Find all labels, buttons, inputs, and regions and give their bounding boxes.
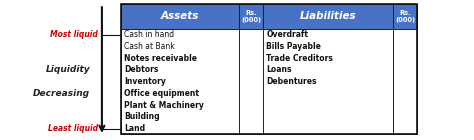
Text: Least liquid: Least liquid [48, 124, 98, 133]
Bar [263, 29, 393, 134]
Text: Plant & Machinery: Plant & Machinery [124, 101, 204, 109]
Text: Land: Land [124, 124, 146, 133]
Text: Liabilities: Liabilities [300, 11, 356, 21]
Text: Debentures: Debentures [266, 77, 317, 86]
Text: Assets: Assets [161, 11, 199, 21]
Text: Loans: Loans [266, 65, 292, 74]
Text: Bills Payable: Bills Payable [266, 42, 321, 51]
Text: Cash at Bank: Cash at Bank [124, 42, 175, 51]
Bar [393, 4, 417, 29]
Bar [263, 4, 393, 29]
Text: Liquidity: Liquidity [46, 65, 90, 74]
Text: Building: Building [124, 112, 160, 121]
Text: Most liquid: Most liquid [50, 30, 98, 39]
Bar [239, 4, 263, 29]
Text: Overdraft: Overdraft [266, 30, 309, 39]
Text: Debtors: Debtors [124, 65, 159, 74]
Text: Notes receivable: Notes receivable [124, 54, 197, 63]
Text: Trade Creditors: Trade Creditors [266, 54, 333, 63]
Text: Rs.
(000): Rs. (000) [241, 10, 261, 23]
Bar [121, 4, 239, 29]
Text: Inventory: Inventory [124, 77, 166, 86]
Bar [121, 4, 417, 134]
Text: Office equipment: Office equipment [124, 89, 199, 98]
Text: Decreasing: Decreasing [33, 89, 90, 98]
Bar [121, 29, 239, 134]
Bar [239, 29, 263, 134]
Bar [393, 29, 417, 134]
Text: Rs.
(000): Rs. (000) [395, 10, 415, 23]
Text: Cash in hand: Cash in hand [124, 30, 174, 39]
